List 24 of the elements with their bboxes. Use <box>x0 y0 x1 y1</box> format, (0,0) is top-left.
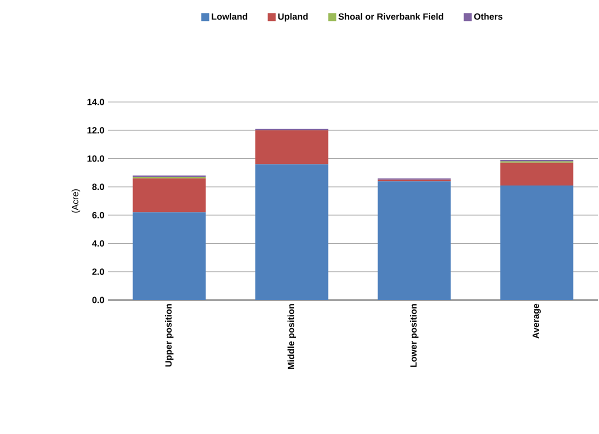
bar <box>132 178 206 212</box>
y-tick-label: 14.0 <box>88 98 104 106</box>
legend-label: Upland <box>278 13 308 22</box>
y-tick-label: 2.0 <box>92 268 104 275</box>
y-tick-label: 6.0 <box>92 212 104 218</box>
y-tick-label: 4.0 <box>92 240 104 247</box>
bar <box>378 181 451 300</box>
bar <box>255 164 328 300</box>
bar <box>255 130 328 164</box>
y-tick-label: 10.0 <box>88 155 104 162</box>
bar <box>132 212 206 300</box>
x-tick-label: Average <box>532 304 541 338</box>
y-tick-label: 0.0 <box>92 296 104 304</box>
legend-label: Others <box>474 13 502 20</box>
x-tick-label: Upper position <box>165 304 174 366</box>
legend-label: Lowland <box>212 13 248 20</box>
y-tick-label: 8.0 <box>92 184 104 190</box>
bar <box>500 162 574 186</box>
y-tick-label: 12.0 <box>88 127 104 134</box>
x-tick-label: Middle position <box>288 304 296 369</box>
y-axis-title: (Acre) <box>72 189 80 213</box>
bar <box>500 185 574 300</box>
legend-label: Shoal or Riverbank Field <box>338 13 444 20</box>
x-tick-label: Lower position <box>410 304 418 367</box>
